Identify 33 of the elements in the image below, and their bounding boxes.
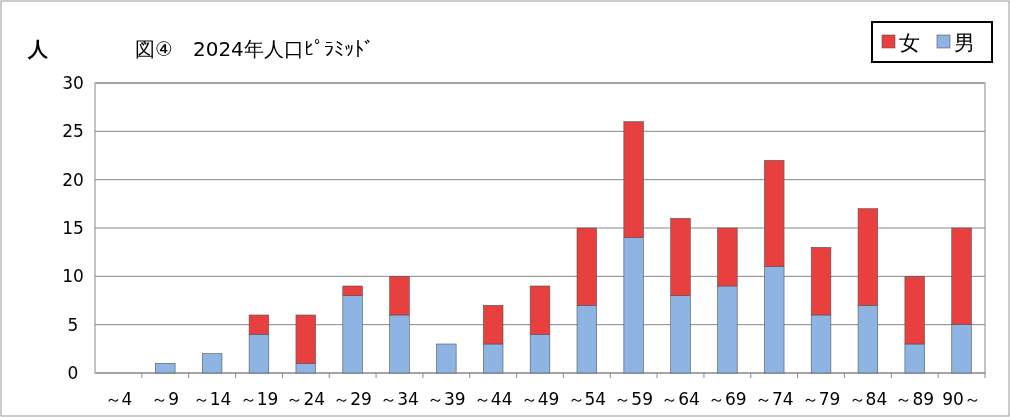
x-tick-label: ～69 <box>708 389 747 409</box>
x-tick-label: ～49 <box>520 389 560 409</box>
x-tick-label: ～64 <box>661 389 700 409</box>
x-tick-label: ～19 <box>239 389 279 409</box>
y-tick-label: 15 <box>62 218 84 238</box>
y-tick-label: 0 <box>67 363 79 383</box>
x-tick-label: ～44 <box>473 389 513 409</box>
x-tick-label: ～14 <box>192 389 232 409</box>
bar <box>155 363 176 374</box>
chart-title: 図④ 2024年人口ﾋﾟﾗﾐｯﾄﾞ <box>135 37 374 61</box>
y-tick-label: 10 <box>62 266 84 287</box>
legend-label: 女 <box>899 31 920 55</box>
y-tick-label: 25 <box>62 121 84 142</box>
x-tick-label: ～74 <box>754 389 794 409</box>
x-tick-label: ～29 <box>333 389 372 409</box>
x-tick-label: ～59 <box>614 389 653 409</box>
y-axis-title: 人 <box>27 37 49 61</box>
x-tick-label: ～9 <box>151 389 180 409</box>
x-tick-label: ～84 <box>848 389 888 409</box>
x-tick-label: ～24 <box>286 389 326 409</box>
x-tick-label: ～54 <box>567 389 607 409</box>
x-tick-label: ～34 <box>380 389 419 409</box>
legend-label: 男 <box>954 31 975 55</box>
bar <box>201 353 223 374</box>
y-tick-label: 5 <box>67 314 79 335</box>
x-tick-label: ～39 <box>427 389 466 409</box>
x-tick-label: 90～ <box>942 389 981 409</box>
x-tick-label: ～4 <box>104 389 133 409</box>
y-tick-label: 30 <box>62 73 84 93</box>
y-tick-label: 20 <box>62 169 84 190</box>
x-tick-label: ～89 <box>895 389 935 409</box>
bar <box>436 343 457 374</box>
x-tick-label: ～79 <box>801 389 841 409</box>
